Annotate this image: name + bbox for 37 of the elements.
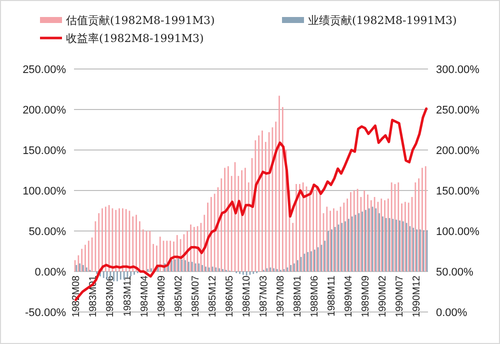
x-tick-label: 1990M12 xyxy=(412,275,423,318)
x-tick-label: 1988M06 xyxy=(309,275,320,318)
y2-tick-label: 200.00% xyxy=(436,145,480,157)
y-tick-label: 150.00% xyxy=(22,145,66,157)
y2-tick-label: 150.00% xyxy=(436,186,480,198)
x-tick-label: 1989M09 xyxy=(360,275,372,318)
legend-label: 估值贡献(1982M8-1991M3) xyxy=(66,14,215,27)
x-tick-label: 1985M07 xyxy=(190,275,202,318)
legend-label: 收益率(1982M8-1991M3) xyxy=(66,32,204,45)
x-tick-label: 1984M04 xyxy=(139,275,150,318)
x-tick-label: 1990M07 xyxy=(394,275,406,318)
x-tick-label: 1985M12 xyxy=(207,275,218,318)
x-tick-label: 1987M03 xyxy=(258,275,270,318)
x-tick-label: 1983M06 xyxy=(105,275,116,318)
y2-tick-label: 250.00% xyxy=(436,104,480,116)
x-tick-label: 1984M09 xyxy=(156,275,168,318)
x-tick-label: 1982M08 xyxy=(71,275,82,318)
x-tick-label: 1990M02 xyxy=(378,275,389,318)
x-tick-label: 1989M04 xyxy=(344,275,355,318)
x-tick-label: 1988M11 xyxy=(326,275,338,316)
y-tick-label: 0.00% xyxy=(34,266,66,278)
x-tick-label: 1983M11 xyxy=(122,275,134,316)
x-tick-label: 1988M01 xyxy=(292,275,304,318)
y-tick-label: -50.00% xyxy=(25,307,66,319)
y2-tick-label: 0.00% xyxy=(436,307,468,319)
legend-label: 业绩贡献(1982M8-1991M3) xyxy=(308,14,457,27)
y-tick-label: 250.00% xyxy=(22,64,66,76)
y-tick-label: 100.00% xyxy=(22,186,66,198)
y-tick-label: 200.00% xyxy=(22,104,66,116)
x-tick-label: 1986M10 xyxy=(241,275,252,318)
y-tick-label: 50.00% xyxy=(28,226,66,238)
x-tick-label: 1985M02 xyxy=(173,275,184,318)
y2-tick-label: 300.00% xyxy=(436,64,480,76)
x-tick-label: 1987M08 xyxy=(275,275,286,318)
x-tick-label: 1986M05 xyxy=(224,275,236,318)
y2-tick-label: 100.00% xyxy=(436,226,480,238)
y2-tick-label: 50.00% xyxy=(436,266,474,278)
